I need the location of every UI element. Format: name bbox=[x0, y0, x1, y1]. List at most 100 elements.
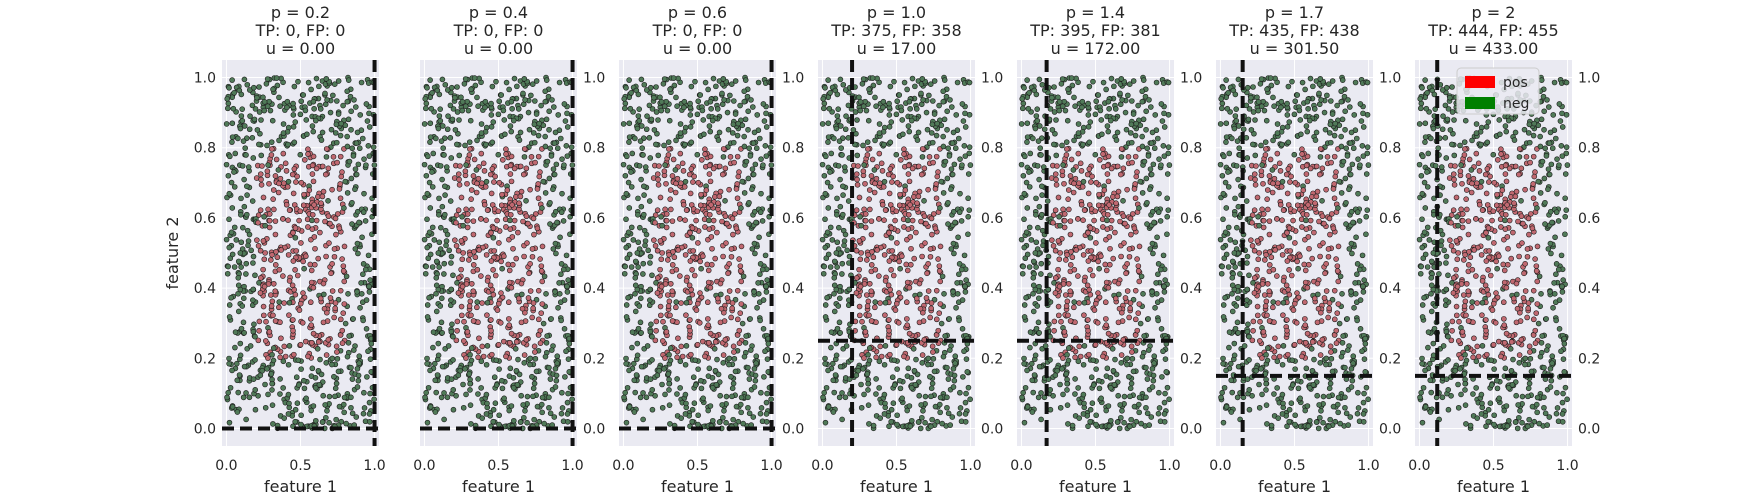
point-neg bbox=[819, 236, 826, 243]
point-neg bbox=[665, 139, 672, 145]
point-neg bbox=[238, 325, 245, 332]
point-neg bbox=[623, 419, 630, 426]
point-neg bbox=[623, 244, 630, 251]
point-neg bbox=[1164, 171, 1171, 177]
point-pos bbox=[468, 196, 474, 202]
point-pos bbox=[720, 253, 726, 260]
point-neg bbox=[249, 102, 256, 109]
point-pos bbox=[532, 349, 538, 355]
point-neg bbox=[241, 330, 247, 336]
point-neg bbox=[917, 425, 924, 432]
point-pos bbox=[669, 173, 676, 179]
point-neg bbox=[285, 141, 291, 148]
point-neg bbox=[1105, 403, 1112, 409]
point-neg bbox=[1100, 79, 1107, 86]
point-neg bbox=[1035, 394, 1042, 401]
point-neg bbox=[433, 389, 440, 396]
point-pos bbox=[1104, 211, 1111, 218]
point-neg bbox=[323, 414, 329, 421]
point-pos bbox=[933, 287, 940, 294]
point-pos bbox=[904, 267, 911, 274]
point-neg bbox=[625, 229, 632, 236]
point-neg bbox=[683, 400, 689, 407]
point-neg bbox=[641, 81, 648, 88]
point-neg bbox=[549, 347, 555, 353]
point-neg bbox=[683, 299, 690, 306]
point-neg bbox=[687, 112, 694, 118]
point-pos bbox=[665, 303, 672, 309]
point-pos bbox=[319, 163, 326, 170]
point-neg bbox=[768, 162, 775, 168]
point-neg bbox=[429, 184, 436, 190]
point-pos bbox=[694, 208, 701, 215]
point-pos bbox=[325, 165, 332, 172]
point-pos bbox=[697, 202, 704, 209]
point-neg bbox=[908, 385, 915, 391]
point-neg bbox=[629, 344, 635, 351]
point-neg bbox=[362, 218, 369, 224]
point-neg bbox=[270, 345, 277, 351]
point-neg bbox=[517, 419, 524, 425]
point-pos bbox=[462, 168, 469, 174]
point-pos bbox=[1055, 194, 1062, 201]
point-neg bbox=[1090, 382, 1097, 388]
point-neg bbox=[720, 360, 727, 366]
point-pos bbox=[1070, 189, 1077, 196]
point-neg bbox=[277, 103, 283, 110]
point-neg bbox=[1086, 139, 1093, 146]
point-neg bbox=[768, 396, 774, 403]
point-neg bbox=[344, 88, 351, 95]
point-neg bbox=[723, 419, 729, 426]
point-pos bbox=[328, 270, 334, 277]
point-neg bbox=[737, 401, 744, 408]
point-neg bbox=[737, 102, 743, 109]
point-neg bbox=[853, 372, 860, 379]
point-pos bbox=[658, 283, 665, 290]
point-pos bbox=[466, 292, 472, 298]
point-pos bbox=[510, 261, 516, 268]
point-neg bbox=[437, 303, 444, 309]
point-pos bbox=[1075, 273, 1081, 279]
point-neg bbox=[273, 75, 280, 81]
point-pos bbox=[1118, 253, 1124, 260]
point-neg bbox=[666, 351, 672, 358]
point-neg bbox=[558, 261, 565, 267]
point-neg bbox=[824, 294, 830, 301]
point-neg bbox=[644, 343, 651, 349]
point-neg bbox=[1033, 113, 1040, 119]
point-pos bbox=[341, 243, 348, 250]
point-pos bbox=[928, 300, 935, 306]
point-neg bbox=[1053, 152, 1060, 159]
point-neg bbox=[674, 103, 680, 110]
point-neg bbox=[363, 162, 369, 168]
point-neg bbox=[860, 142, 866, 149]
point-pos bbox=[334, 159, 340, 166]
point-pos bbox=[854, 182, 861, 188]
point-neg bbox=[925, 355, 932, 362]
point-pos bbox=[674, 175, 681, 182]
point-pos bbox=[283, 168, 290, 174]
point-neg bbox=[366, 110, 372, 117]
point-neg bbox=[622, 100, 629, 107]
point-neg bbox=[563, 348, 569, 355]
point-pos bbox=[892, 217, 898, 224]
point-pos bbox=[459, 256, 466, 263]
point-neg bbox=[523, 197, 529, 204]
point-pos bbox=[936, 263, 943, 269]
point-neg bbox=[637, 138, 644, 144]
point-pos bbox=[887, 351, 893, 358]
point-neg bbox=[647, 297, 653, 303]
point-neg bbox=[466, 371, 473, 377]
point-neg bbox=[427, 139, 433, 145]
point-neg bbox=[891, 357, 898, 364]
point-neg bbox=[261, 213, 267, 220]
point-neg bbox=[241, 203, 248, 210]
point-neg bbox=[1139, 133, 1145, 140]
point-neg bbox=[323, 154, 330, 160]
point-neg bbox=[1028, 237, 1035, 243]
point-neg bbox=[966, 207, 973, 213]
point-pos bbox=[1063, 152, 1070, 158]
point-neg bbox=[842, 394, 849, 401]
point-pos bbox=[1133, 173, 1140, 180]
point-pos bbox=[335, 211, 341, 217]
